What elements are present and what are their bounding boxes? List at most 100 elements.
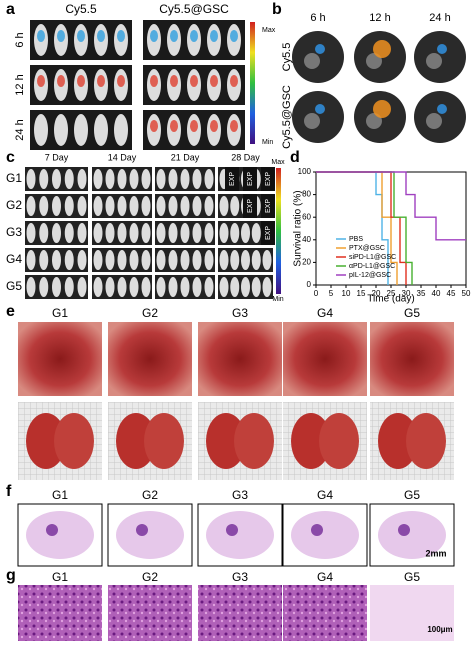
- mouse: [180, 277, 190, 297]
- mouse: [64, 169, 74, 189]
- label: 24 h: [14, 119, 26, 140]
- label: 24 h: [429, 12, 450, 24]
- label: G1: [6, 171, 22, 185]
- mouse: [52, 223, 61, 243]
- mouse: [204, 169, 214, 189]
- mouse: [204, 196, 214, 216]
- exp-mask: [261, 221, 275, 245]
- label: EXP: [265, 226, 272, 240]
- label: 30: [402, 289, 411, 298]
- signal: [150, 75, 158, 87]
- he-section: [378, 511, 446, 559]
- label: G1: [52, 306, 68, 320]
- mouse: [105, 169, 115, 189]
- mouse: [251, 277, 261, 297]
- mouse: [64, 223, 74, 243]
- label: Cy5.5@GSC: [159, 2, 229, 16]
- label: PBS: [349, 236, 363, 243]
- label: siPD-L1@GSC: [349, 254, 396, 261]
- colorbar: [250, 22, 255, 144]
- label: 12 h: [369, 12, 390, 24]
- mouse: [192, 169, 202, 189]
- label: Max: [271, 159, 285, 166]
- mouse: [156, 277, 166, 297]
- mouse: [262, 277, 272, 297]
- mouse: [93, 169, 103, 189]
- lung: [26, 413, 66, 469]
- signal: [230, 75, 238, 87]
- mouse: [219, 223, 229, 243]
- label: Cy5.5: [281, 43, 293, 72]
- label: Max: [262, 27, 276, 34]
- mouse: [204, 250, 214, 270]
- mouse: [26, 169, 36, 189]
- signal: [373, 40, 391, 58]
- mouse: [77, 196, 87, 216]
- label: Min: [262, 139, 273, 146]
- mouse: [219, 277, 229, 297]
- label: 0: [314, 289, 319, 298]
- mouse: [26, 223, 36, 243]
- mouse: [93, 250, 103, 270]
- signal: [315, 104, 325, 114]
- he-section: [291, 511, 359, 559]
- label: 100μm: [427, 625, 452, 634]
- mouse: [64, 277, 74, 297]
- mouse: [64, 250, 74, 270]
- mouse: [168, 277, 178, 297]
- mouse: [54, 114, 68, 146]
- mouse: [129, 169, 139, 189]
- signal: [57, 75, 65, 87]
- label: Cy5.5: [65, 2, 97, 16]
- signal: [230, 30, 238, 42]
- label: EXP: [265, 199, 272, 213]
- tissue-photo: [198, 322, 282, 396]
- label: G3: [232, 488, 248, 502]
- signal: [117, 75, 125, 87]
- label: c: [6, 149, 15, 166]
- nodule: [311, 524, 323, 536]
- mouse: [93, 223, 103, 243]
- label: 20: [302, 258, 311, 267]
- lung: [378, 413, 418, 469]
- signal: [190, 30, 198, 42]
- mouse: [34, 114, 48, 146]
- label: 12 h: [14, 74, 26, 95]
- mouse: [39, 223, 49, 243]
- signal: [77, 75, 85, 87]
- colorbar: [276, 168, 281, 294]
- lung: [291, 413, 331, 469]
- mouse: [105, 277, 115, 297]
- mouse: [105, 196, 115, 216]
- label: G5: [404, 570, 420, 584]
- label: G3: [232, 306, 248, 320]
- mouse: [141, 196, 151, 216]
- mouse: [230, 196, 240, 216]
- he-section: [116, 511, 184, 559]
- histology: [18, 585, 102, 641]
- signal: [37, 75, 45, 87]
- mouse: [117, 277, 127, 297]
- signal: [150, 30, 158, 42]
- nodule: [226, 524, 238, 536]
- mouse: [192, 223, 202, 243]
- label: 35: [417, 289, 426, 298]
- mouse: [39, 250, 49, 270]
- survival-line: [316, 171, 466, 241]
- mouse: [156, 196, 166, 216]
- mouse: [180, 169, 190, 189]
- signal: [230, 120, 238, 132]
- mouse: [230, 277, 240, 297]
- label: G4: [317, 570, 333, 584]
- label: 0: [307, 280, 312, 289]
- signal: [210, 30, 218, 42]
- label: 80: [302, 190, 311, 199]
- lung: [116, 413, 156, 469]
- label: 10: [342, 289, 351, 298]
- label: 50: [462, 289, 471, 298]
- label: G5: [404, 488, 420, 502]
- label: e: [6, 303, 15, 320]
- nodule: [46, 524, 58, 536]
- label: 6 h: [310, 12, 325, 24]
- label: f: [6, 483, 12, 500]
